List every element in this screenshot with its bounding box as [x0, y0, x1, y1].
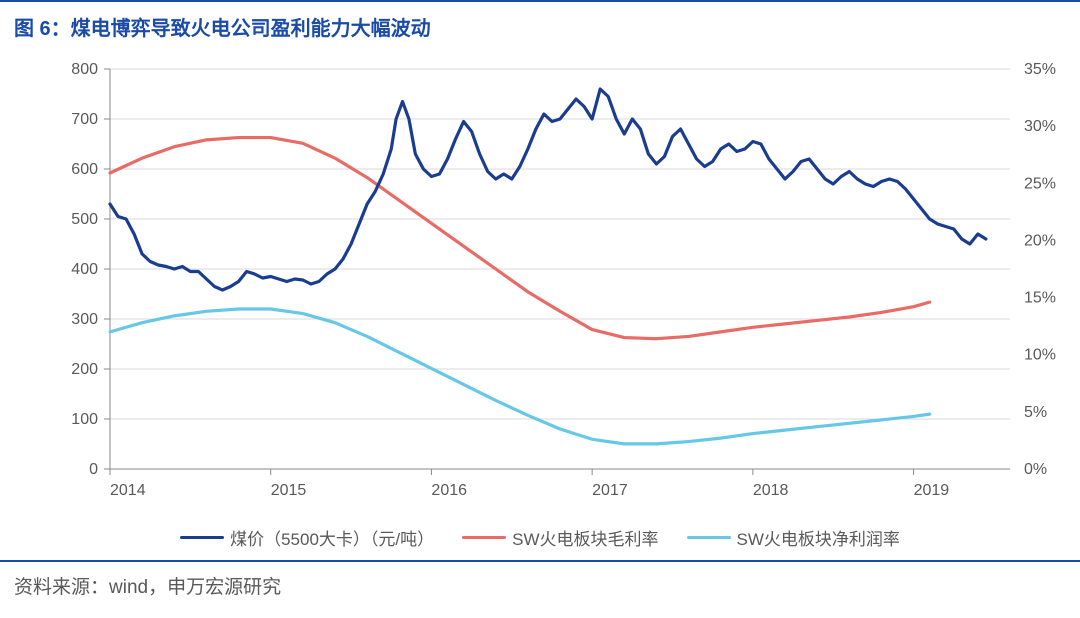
chart-title: 图 6：煤电博弈导致火电公司盈利能力大幅波动 [14, 18, 431, 40]
svg-text:200: 200 [71, 361, 98, 378]
source-line: 资料来源：wind，申万宏源研究 [0, 562, 1080, 599]
svg-text:400: 400 [71, 261, 98, 278]
chart-container: 0 100 200 300 400 500 600 700 800 0% 5% 10% 15% 20% 25… [0, 49, 1080, 519]
svg-text:2019: 2019 [914, 482, 950, 499]
svg-text:2016: 2016 [431, 482, 467, 499]
chart-legend: 煤价（5500大卡）（元/吨） SW火电板块毛利率 SW火电板块净利润率 [0, 519, 1080, 562]
svg-text:30%: 30% [1024, 118, 1056, 135]
svg-text:2014: 2014 [110, 482, 146, 499]
svg-text:2018: 2018 [753, 482, 789, 499]
legend-label: SW火电板块净利润率 [737, 525, 900, 550]
svg-text:20%: 20% [1024, 232, 1056, 249]
svg-text:25%: 25% [1024, 175, 1056, 192]
legend-item: SW火电板块毛利率 [462, 525, 658, 550]
svg-text:0: 0 [89, 461, 98, 478]
svg-text:100: 100 [71, 411, 98, 428]
line-chart: 0 100 200 300 400 500 600 700 800 0% 5% 10% 15% 20% 25… [0, 49, 1080, 519]
chart-title-bar: 图 6：煤电博弈导致火电公司盈利能力大幅波动 [0, 0, 1080, 49]
svg-text:600: 600 [71, 161, 98, 178]
legend-label: SW火电板块毛利率 [512, 525, 658, 550]
legend-label: 煤价（5500大卡）（元/吨） [230, 525, 434, 550]
svg-text:15%: 15% [1024, 290, 1056, 307]
svg-text:300: 300 [71, 311, 98, 328]
svg-text:5%: 5% [1024, 404, 1047, 421]
legend-swatch [687, 536, 731, 539]
source-text: 资料来源：wind，申万宏源研究 [14, 577, 281, 598]
svg-text:500: 500 [71, 211, 98, 228]
legend-swatch [462, 536, 506, 539]
svg-text:35%: 35% [1024, 61, 1056, 78]
legend-item: 煤价（5500大卡）（元/吨） [180, 525, 434, 550]
svg-text:2017: 2017 [592, 482, 628, 499]
legend-item: SW火电板块净利润率 [687, 525, 900, 550]
svg-text:800: 800 [71, 61, 98, 78]
svg-text:10%: 10% [1024, 347, 1056, 364]
svg-text:2015: 2015 [271, 482, 307, 499]
svg-text:0%: 0% [1024, 461, 1047, 478]
legend-swatch [180, 536, 224, 539]
svg-text:700: 700 [71, 111, 98, 128]
